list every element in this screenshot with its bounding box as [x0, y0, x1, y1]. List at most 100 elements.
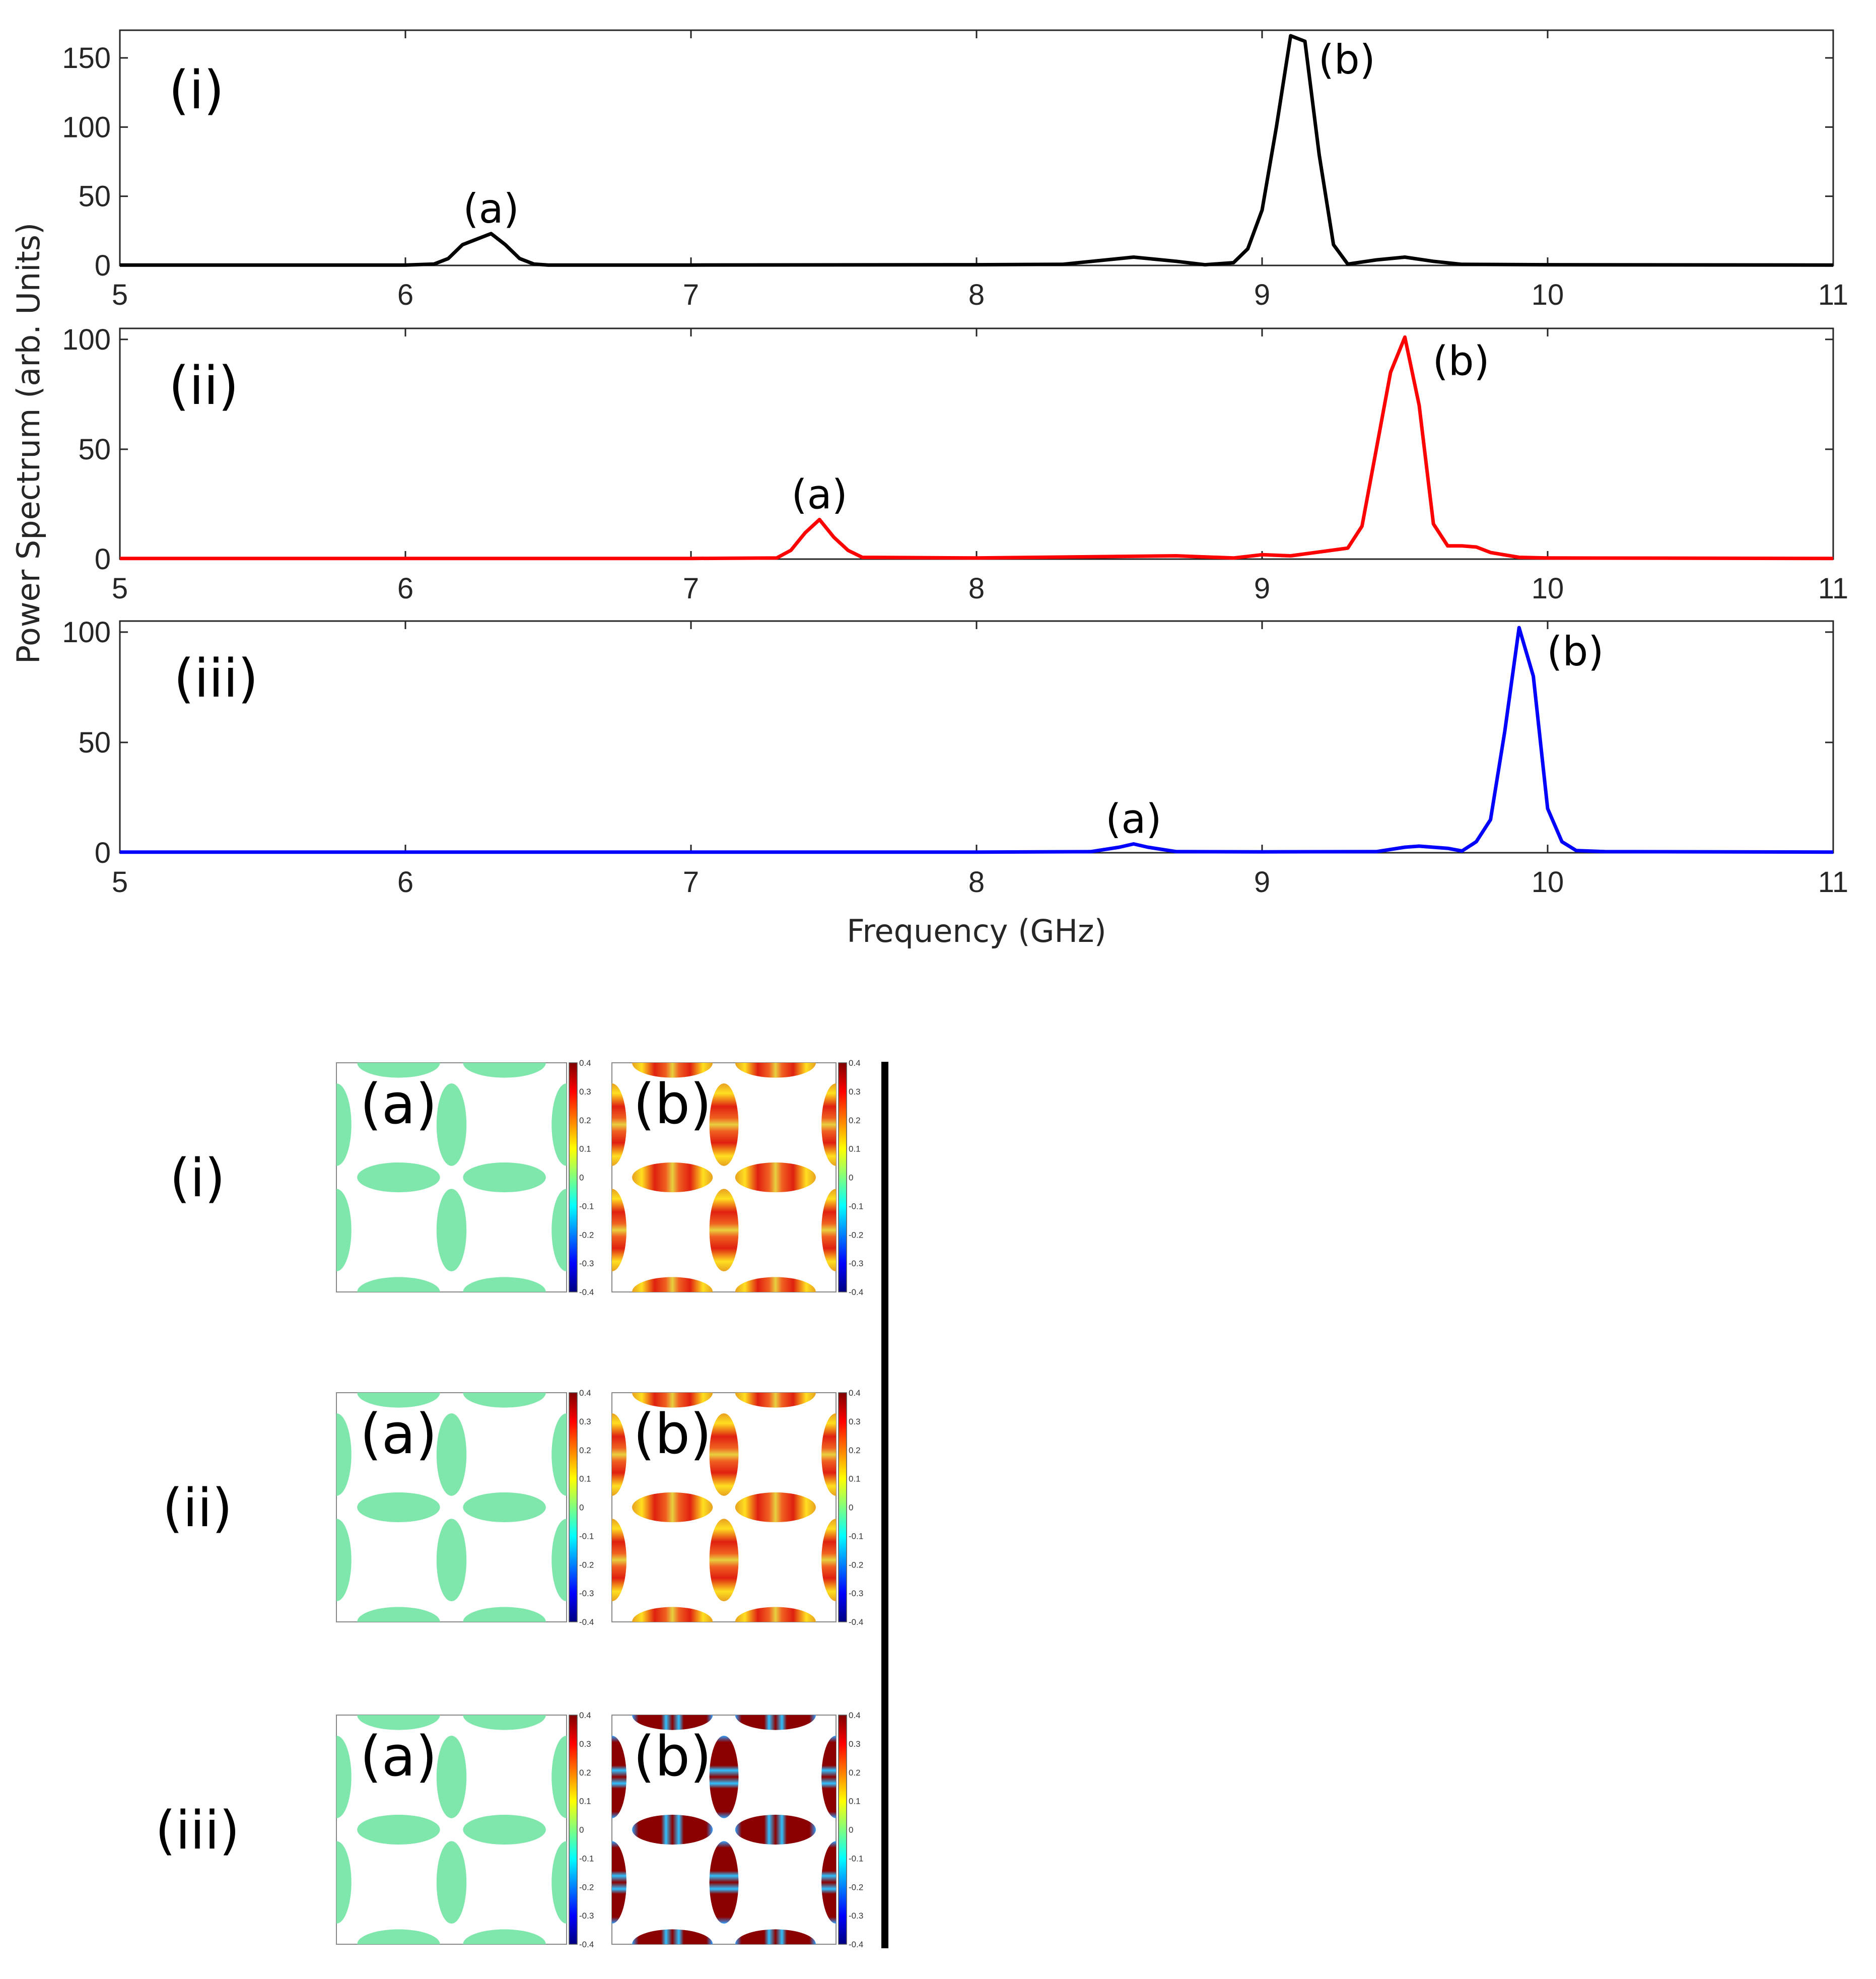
- colorbar-tick-label: -0.1: [579, 1531, 594, 1541]
- hz-element: [632, 1607, 713, 1622]
- colorbar-tick-label: -0.2: [849, 1882, 863, 1892]
- mode-map-2-a: (a) 0.4 0.3 0.2 0.1 0 -0.1 -0.2 -0.3 -0.4: [336, 1388, 594, 1627]
- y-tick-label: 50: [78, 726, 111, 759]
- colorbar-tick-label: 0.2: [579, 1768, 591, 1778]
- peak-label-a: (a): [463, 185, 519, 232]
- mode-label: (b): [633, 1402, 712, 1466]
- y-tick-label: 100: [62, 323, 111, 356]
- colorbar-tick-label: 0.4: [849, 1058, 861, 1068]
- x-tick-label: 6: [397, 866, 413, 899]
- vt-element: [551, 1413, 567, 1496]
- hz-element: [463, 1814, 546, 1845]
- y-tick-label: 150: [62, 42, 111, 75]
- colorbar-tick-label: -0.2: [579, 1560, 594, 1569]
- colorbar-tick-label: -0.1: [579, 1201, 594, 1211]
- vt-element: [709, 1735, 739, 1818]
- vt-element: [821, 1735, 836, 1818]
- spectrum-panel-1: 5 6 7 8 9 10 11 0 50 100 150 (i) (a) (b): [62, 29, 1848, 311]
- vt-element: [709, 1083, 739, 1166]
- vt-element: [336, 1735, 352, 1818]
- hz-element: [463, 1607, 546, 1622]
- x-tick-label: 8: [968, 866, 985, 899]
- hz-element: [632, 1063, 713, 1078]
- hz-element: [735, 1814, 816, 1845]
- colorbar-tick-label: 0: [849, 1825, 853, 1835]
- colorbar-tick-label: -0.1: [849, 1531, 863, 1541]
- colorbar-tick-label: 0.3: [849, 1087, 861, 1097]
- mode-map-1-b: (b) 0.4 0.3 0.2 0.1 0 -0.1 -0.2 -0.3 -0.4: [611, 1058, 863, 1297]
- hz-element: [632, 1277, 713, 1292]
- hz-element: [357, 1715, 440, 1730]
- colorbar: [838, 1062, 847, 1292]
- colorbar-tick-label: 0.3: [849, 1739, 861, 1749]
- vt-element: [612, 1519, 627, 1602]
- colorbar-tick-label: -0.1: [849, 1854, 863, 1863]
- map-shapes: [612, 1393, 836, 1622]
- x-tick-label: 11: [1818, 279, 1848, 311]
- colorbar-tick-label: -0.4: [579, 1940, 594, 1949]
- mode-map-1-a: (a) 0.4 0.3 0.2 0.1 0 -0.1 -0.2 -0.3 -0.4: [336, 1058, 594, 1297]
- x-tick-label: 7: [683, 866, 699, 899]
- mode-row-label: (ii): [163, 1477, 233, 1539]
- vt-element: [551, 1841, 567, 1924]
- hz-element: [632, 1814, 713, 1845]
- vt-element: [336, 1519, 352, 1602]
- hz-element: [632, 1162, 713, 1193]
- hz-element: [463, 1492, 546, 1523]
- vt-element: [436, 1413, 467, 1496]
- x-tick-label: 9: [1254, 866, 1270, 899]
- panel-label: (iii): [174, 648, 258, 709]
- mode-row-label: (i): [170, 1147, 225, 1209]
- colorbar-tick-label: 0.1: [849, 1797, 861, 1806]
- vt-element: [336, 1083, 352, 1166]
- colorbar-tick-label: 0.3: [579, 1087, 591, 1097]
- colorbar-tick-label: 0: [579, 1503, 584, 1513]
- x-tick-label: 11: [1818, 572, 1848, 605]
- plot-frame: [119, 327, 1834, 560]
- hz-element: [357, 1929, 440, 1944]
- map-shapes: [612, 1715, 836, 1944]
- vt-element: [551, 1519, 567, 1602]
- hz-element: [463, 1162, 546, 1193]
- vt-element: [336, 1189, 352, 1272]
- colorbar-tick-label: 0: [579, 1173, 584, 1183]
- hz-element: [357, 1063, 440, 1078]
- mode-label: (b): [633, 1724, 712, 1789]
- x-tick-label: 11: [1818, 866, 1848, 899]
- y-tick-label: 0: [95, 837, 111, 869]
- y-tick-label: 0: [95, 543, 111, 576]
- x-tick-label: 9: [1254, 279, 1270, 311]
- hz-element: [357, 1607, 440, 1622]
- vt-element: [551, 1083, 567, 1166]
- y-tick-label: 100: [62, 616, 111, 649]
- colorbar-tick-label: -0.2: [849, 1230, 863, 1240]
- mode-map-2-b: (b) 0.4 0.3 0.2 0.1 0 -0.1 -0.2 -0.3 -0.4: [611, 1388, 863, 1627]
- y-tick-label: 50: [78, 180, 111, 213]
- hz-element: [735, 1063, 816, 1078]
- hz-element: [632, 1393, 713, 1408]
- vt-element: [612, 1413, 627, 1496]
- hz-element: [735, 1929, 816, 1944]
- vt-element: [551, 1189, 567, 1272]
- colorbar-tick-label: 0.4: [849, 1388, 861, 1398]
- spectrum-line-1: [120, 34, 1834, 267]
- x-tick-label: 8: [968, 279, 985, 311]
- colorbar-tick-label: -0.1: [579, 1854, 594, 1863]
- x-tick-label: 5: [112, 866, 128, 899]
- mode-map-3-b: (b) 0.4 0.3 0.2 0.1 0 -0.1 -0.2 -0.3 -0.4: [611, 1711, 863, 1949]
- map-shapes: [336, 1393, 567, 1622]
- colorbar-tick-label: -0.2: [849, 1560, 863, 1569]
- vt-element: [612, 1083, 627, 1166]
- mode-label: (a): [360, 1724, 437, 1789]
- vt-element: [709, 1413, 739, 1496]
- colorbar-tick-label: 0.4: [579, 1711, 591, 1720]
- plot-frame: [119, 620, 1834, 854]
- hz-element: [463, 1063, 546, 1078]
- hz-element: [357, 1814, 440, 1845]
- mode-label: (a): [360, 1072, 437, 1136]
- vt-element: [436, 1841, 467, 1924]
- colorbar-tick-label: 0.1: [579, 1474, 591, 1484]
- hz-element: [357, 1162, 440, 1193]
- colorbar-tick-label: 0.4: [849, 1711, 861, 1720]
- spectrum-panel-2: 5 6 7 8 9 10 11 0 50 100 (ii) (a) (b): [62, 323, 1848, 605]
